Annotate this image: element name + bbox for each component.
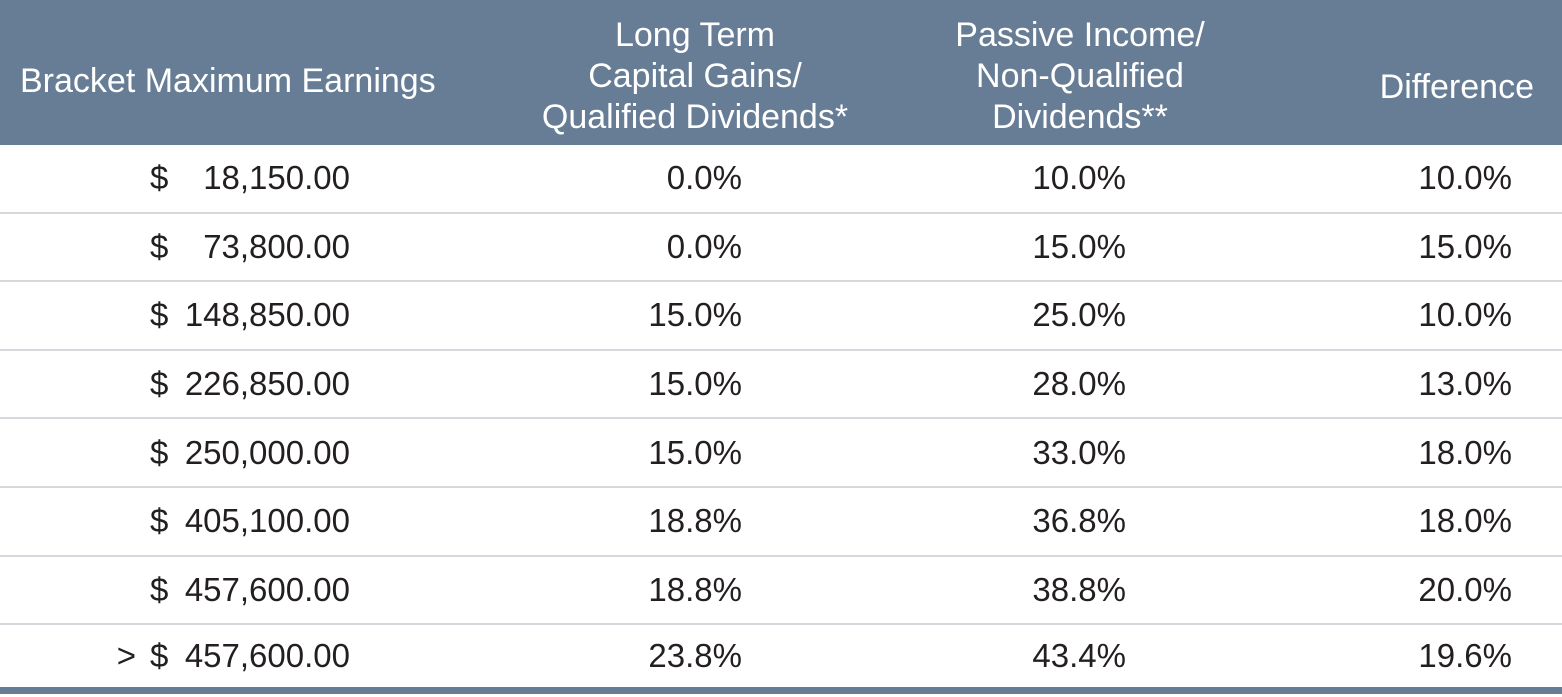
bracket-prefix-cell [116, 351, 136, 418]
currency-symbol-cell: $ [150, 296, 169, 334]
ltcg-rate-cell: 15.0% [648, 433, 742, 471]
difference-rate-cell: 13.0% [1418, 365, 1512, 403]
header-bracket-line: Bracket Maximum Earnings [20, 62, 436, 100]
ltcg-rate-cell: 18.8% [648, 502, 742, 540]
header-ltcg-line-2: Capital Gains/ [588, 57, 802, 95]
currency-symbol-cell: $ [150, 365, 169, 403]
bracket-prefix-cell [116, 419, 136, 486]
passive-rate-cell: 25.0% [1032, 296, 1126, 334]
passive-rate-cell: 33.0% [1032, 433, 1126, 471]
currency-symbol-cell: $ [150, 159, 169, 197]
bracket-prefix-cell [116, 488, 136, 555]
bracket-prefix-cell [116, 214, 136, 281]
currency-symbol-cell: $ [150, 502, 169, 540]
currency-symbol-cell: $ [150, 636, 169, 674]
difference-rate-cell: 20.0% [1418, 570, 1512, 608]
ltcg-rate-cell: 15.0% [648, 365, 742, 403]
difference-rate-cell: 10.0% [1418, 159, 1512, 197]
passive-rate-cell: 28.0% [1032, 365, 1126, 403]
header-difference: Difference [1380, 0, 1534, 108]
bracket-amount-cell: 73,800.00 [203, 227, 350, 265]
bracket-amount-cell: 226,850.00 [184, 365, 350, 403]
header-passive-line-1: Passive Income/ [955, 16, 1205, 54]
header-ltcg-line-3: Qualified Dividends* [541, 98, 849, 136]
difference-rate-cell: 18.0% [1418, 502, 1512, 540]
passive-rate-cell: 10.0% [1032, 159, 1126, 197]
bracket-amount-cell: 457,600.00 [184, 570, 350, 608]
bracket-amount-cell: 405,100.00 [184, 502, 350, 540]
header-bracket-maximum-earnings: Bracket Maximum Earnings [20, 0, 436, 102]
bracket-amount-cell: 148,850.00 [184, 296, 350, 334]
ltcg-rate-cell: 23.8% [648, 636, 742, 674]
ltcg-rate-cell: 15.0% [648, 296, 742, 334]
bracket-prefix-cell [116, 145, 136, 212]
table-row: $18,150.00 0.0% 10.0% 10.0% [0, 145, 1562, 214]
difference-rate-cell: 19.6% [1418, 636, 1512, 674]
passive-rate-cell: 15.0% [1032, 227, 1126, 265]
bracket-prefix-cell [116, 557, 136, 624]
currency-symbol-cell: $ [150, 227, 169, 265]
currency-symbol-cell: $ [150, 433, 169, 471]
ltcg-rate-cell: 18.8% [648, 570, 742, 608]
header-ltcg-line-1: Long Term [614, 16, 776, 54]
table-row: $226,850.00 15.0% 28.0% 13.0% [0, 351, 1562, 420]
table-body: $18,150.00 0.0% 10.0% 10.0% $73,800.00 0.0% 15… [0, 145, 1562, 694]
header-passive-income: Passive Income/ Non-Qualified Dividends*… [900, 16, 1260, 138]
bracket-prefix-cell [116, 282, 136, 349]
passive-rate-cell: 36.8% [1032, 502, 1126, 540]
table-row: $250,000.00 15.0% 33.0% 18.0% [0, 419, 1562, 488]
table-header: Bracket Maximum Earnings Long Term Capit… [0, 0, 1562, 145]
currency-symbol-cell: $ [150, 570, 169, 608]
header-long-term-capital-gains: Long Term Capital Gains/ Qualified Divid… [510, 16, 880, 138]
bracket-amount-cell: 250,000.00 [184, 433, 350, 471]
table-row: > $457,600.00 23.8% 43.4% 19.6% [0, 625, 1562, 694]
table-row: $148,850.00 15.0% 25.0% 10.0% [0, 282, 1562, 351]
ltcg-rate-cell: 0.0% [666, 227, 742, 265]
ltcg-rate-cell: 0.0% [666, 159, 742, 197]
header-difference-line: Difference [1379, 68, 1534, 106]
difference-rate-cell: 10.0% [1418, 296, 1512, 334]
header-passive-line-3: Dividends** [992, 98, 1168, 136]
bracket-amount-cell: 18,150.00 [203, 159, 350, 197]
table-row: $405,100.00 18.8% 36.8% 18.0% [0, 488, 1562, 557]
bracket-prefix-cell: > [116, 636, 136, 674]
passive-rate-cell: 38.8% [1032, 570, 1126, 608]
header-passive-line-2: Non-Qualified [976, 57, 1184, 95]
difference-rate-cell: 15.0% [1418, 227, 1512, 265]
table-row: $73,800.00 0.0% 15.0% 15.0% [0, 214, 1562, 283]
table-row: $457,600.00 18.8% 38.8% 20.0% [0, 557, 1562, 626]
passive-rate-cell: 43.4% [1032, 636, 1126, 674]
bracket-amount-cell: 457,600.00 [184, 636, 350, 674]
difference-rate-cell: 18.0% [1418, 433, 1512, 471]
